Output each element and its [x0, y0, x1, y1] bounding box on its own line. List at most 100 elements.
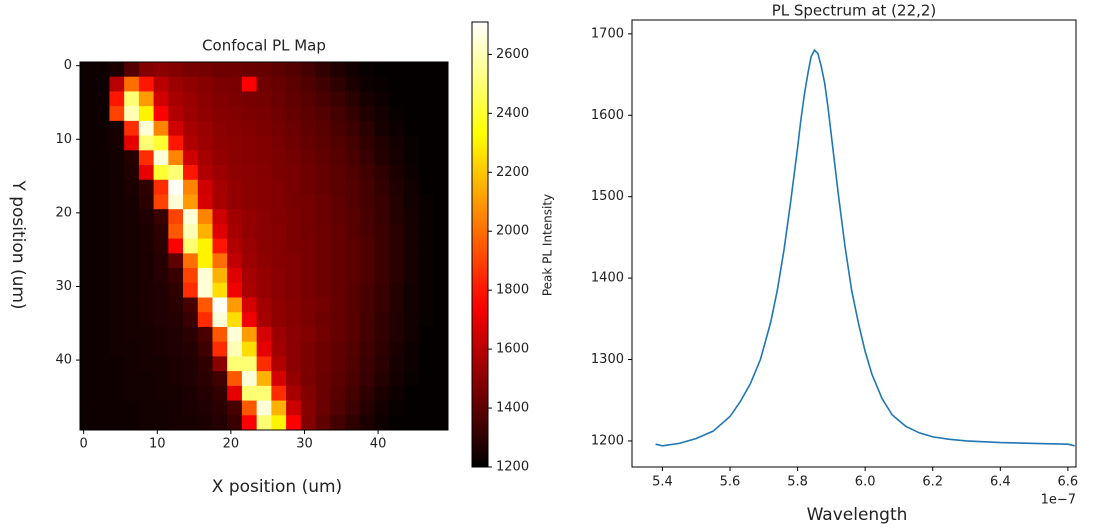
heatmap-cell	[197, 282, 213, 298]
heatmap-cell	[359, 106, 375, 122]
heatmap-cell	[241, 253, 258, 269]
heatmap-cell	[138, 135, 154, 151]
heatmap-cell	[153, 62, 169, 78]
heatmap-cell	[197, 238, 213, 254]
heatmap-cell	[403, 62, 419, 78]
heatmap-cell	[433, 341, 449, 357]
heatmap-cell	[271, 179, 287, 195]
heatmap-cell	[418, 400, 434, 416]
x-tick-label: 6.4	[990, 475, 1011, 490]
heatmap-cell	[80, 371, 96, 387]
heatmap-cell	[374, 356, 390, 372]
heatmap-cell	[315, 194, 331, 210]
heatmap-cell	[80, 76, 96, 92]
heatmap-cell	[212, 179, 228, 195]
heatmap-cell	[109, 400, 125, 416]
heatmap-cell	[330, 238, 346, 254]
heatmap-cell	[271, 253, 287, 269]
heatmap-cell	[168, 165, 184, 181]
heatmap-cell	[256, 385, 272, 401]
heatmap-cell	[124, 194, 140, 210]
heatmap-cell	[241, 268, 258, 284]
heatmap-cell	[256, 268, 272, 284]
heatmap-cell	[183, 341, 199, 357]
heatmap-cell	[271, 415, 287, 431]
heatmap-cell	[344, 135, 361, 151]
heatmap-cell	[359, 223, 375, 240]
heatmap-cell	[433, 312, 449, 328]
heatmap-cell	[271, 385, 287, 401]
heatmap-cell	[212, 150, 228, 166]
heatmap-cell	[80, 165, 96, 181]
x-axis-label: X position (um)	[212, 477, 342, 497]
heatmap-cell	[153, 179, 169, 195]
heatmap-cell	[389, 312, 405, 328]
heatmap-cell	[300, 194, 316, 210]
heatmap-cell	[300, 209, 316, 225]
heatmap-cell	[183, 238, 199, 254]
heatmap-cell	[256, 165, 272, 181]
heatmap-cell	[168, 223, 184, 240]
heatmap-cell	[315, 326, 331, 343]
heatmap-cell	[109, 268, 125, 284]
heatmap-cell	[109, 179, 125, 195]
heatmap-cell	[286, 91, 302, 107]
heatmap-cell	[403, 76, 419, 92]
heatmap-cell	[330, 120, 346, 136]
heatmap-cell	[344, 120, 361, 136]
heatmap-cell	[227, 356, 243, 372]
heatmap-cell	[183, 120, 199, 136]
heatmap-cell	[403, 312, 419, 328]
heatmap-cell	[109, 356, 125, 372]
heatmap-cell	[168, 326, 184, 343]
heatmap-cell	[374, 223, 390, 240]
heatmap-cell	[433, 120, 449, 136]
heatmap-cell	[330, 268, 346, 284]
heatmap-cell	[124, 312, 140, 328]
heatmap-cell	[315, 415, 331, 431]
heatmap-cell	[315, 341, 331, 357]
heatmap-cell	[256, 91, 272, 107]
heatmap-cell	[80, 326, 96, 343]
heatmap-cell	[330, 297, 346, 313]
heatmap-cell	[403, 341, 419, 357]
heatmap-cell	[138, 91, 154, 107]
heatmap-cell	[359, 297, 375, 313]
heatmap-cell	[124, 209, 140, 225]
heatmap-cell	[271, 356, 287, 372]
heatmap-cell	[109, 297, 125, 313]
heatmap-cell	[286, 150, 302, 166]
heatmap-cell	[94, 106, 110, 122]
heatmap-cell	[330, 179, 346, 195]
heatmap-cell	[212, 91, 228, 107]
heatmap-cell	[124, 106, 140, 122]
heatmap-cell	[109, 106, 125, 122]
y-tick-label: 10	[55, 132, 72, 147]
heatmap-cell	[138, 223, 154, 240]
heatmap-cell	[389, 91, 405, 107]
heatmap-cell	[183, 400, 199, 416]
heatmap-cell	[80, 106, 96, 122]
heatmap-cell	[138, 385, 154, 401]
heatmap-cell	[212, 238, 228, 254]
heatmap-cell	[271, 106, 287, 122]
heatmap-cell	[315, 312, 331, 328]
heatmap-cell	[433, 179, 449, 195]
x-tick-label: 5.8	[787, 475, 808, 490]
heatmap-cell	[94, 400, 110, 416]
heatmap-cell	[389, 371, 405, 387]
heatmap-cell	[374, 385, 390, 401]
heatmap-cell	[330, 62, 346, 78]
heatmap-cell	[94, 253, 110, 269]
heatmap-cell	[418, 150, 434, 166]
heatmap-cell	[271, 223, 287, 240]
heatmap-cell	[374, 62, 390, 78]
colorbar-tick-label: 1200	[496, 460, 529, 475]
heatmap-cell	[300, 415, 316, 431]
colorbar-tick-label: 2600	[496, 47, 529, 62]
heatmap-cell	[300, 179, 316, 195]
heatmap-cell	[241, 282, 258, 298]
heatmap-cell	[359, 120, 375, 136]
heatmap-cell	[124, 282, 140, 298]
heatmap-cell	[183, 165, 199, 181]
